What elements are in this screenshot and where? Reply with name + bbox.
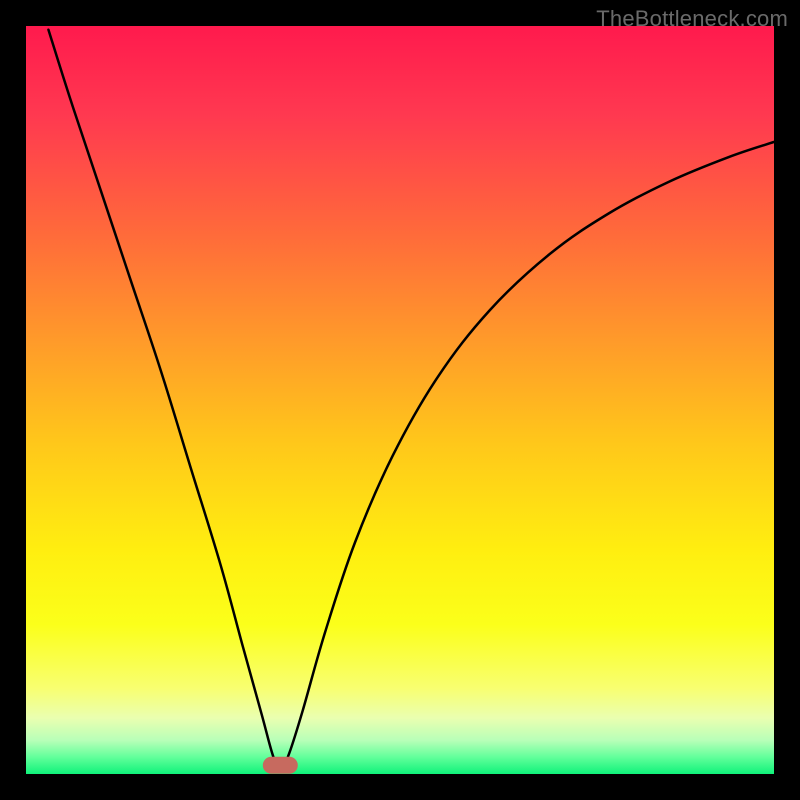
plot-background — [26, 26, 774, 774]
bottleneck-chart — [0, 0, 800, 800]
watermark-text: TheBottleneck.com — [596, 6, 788, 32]
bottleneck-marker — [263, 757, 297, 773]
chart-frame: TheBottleneck.com — [0, 0, 800, 800]
